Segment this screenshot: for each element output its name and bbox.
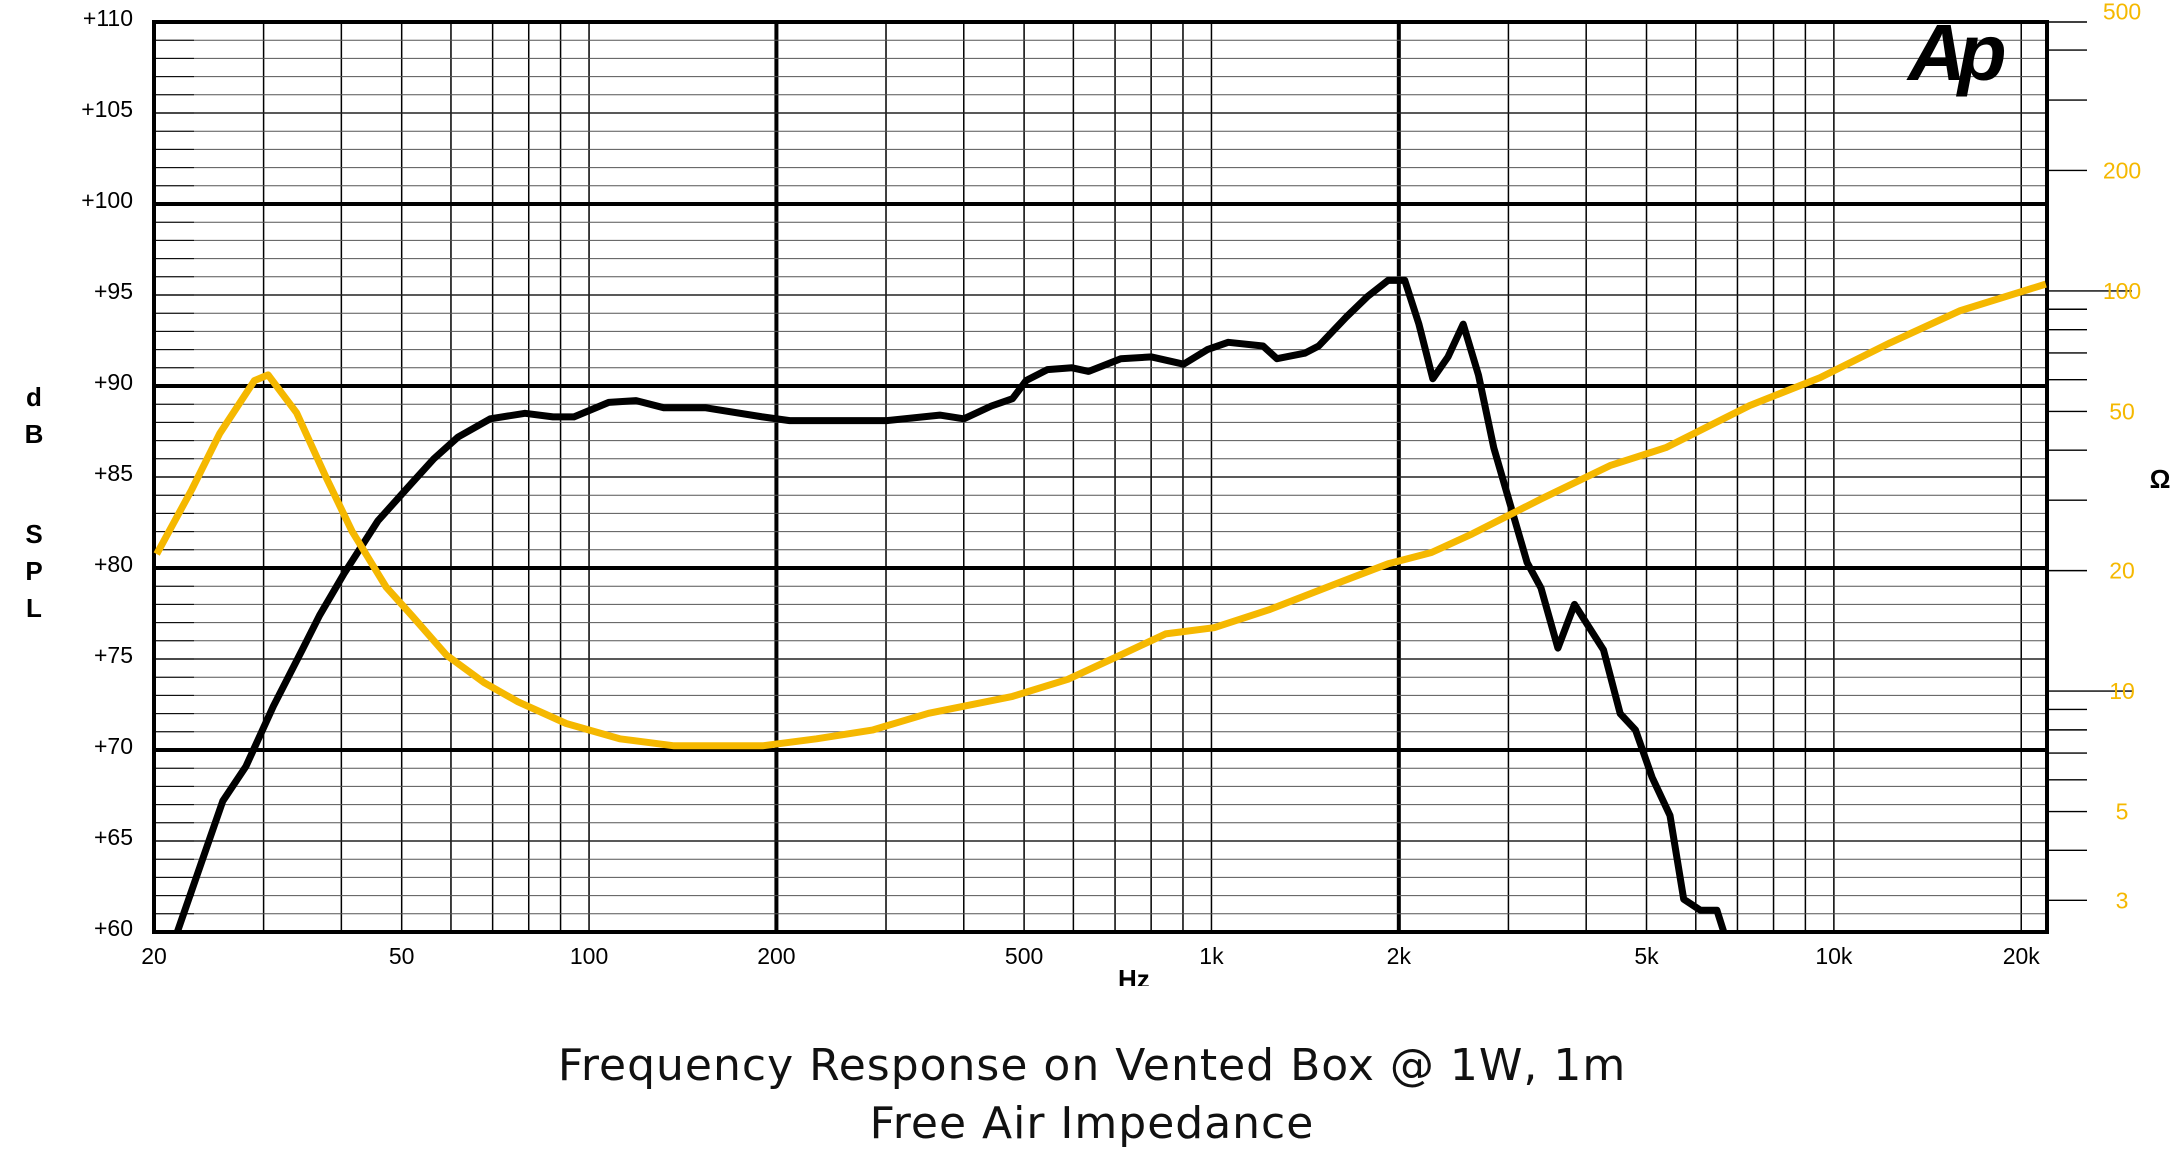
y-tick-label: +70	[94, 733, 133, 759]
x-axis-label-container: Hz	[1118, 964, 1178, 986]
x-tick-label: 50	[389, 943, 415, 969]
y-tick-label: +80	[94, 551, 133, 577]
y2-tick-label: 200	[2103, 157, 2141, 183]
y2-tick-label: 100	[2103, 278, 2141, 304]
x-tick-label: 200	[757, 943, 795, 969]
y2-tick-label: 500	[2103, 0, 2141, 24]
y2-tick-label: 10	[2109, 678, 2135, 704]
x-axis-label: Hz	[1118, 964, 1150, 986]
spl-curve	[173, 276, 1728, 934]
y2-tick-label: 20	[2109, 558, 2135, 584]
y-tick-label: +105	[81, 96, 133, 122]
y-axis-label: dB SPL	[19, 382, 49, 630]
y-tick-label: +85	[94, 460, 133, 486]
y2-tick-label: 50	[2109, 398, 2135, 424]
x-tick-label: 5k	[1634, 943, 1659, 969]
x-tick-label: 10k	[1815, 943, 1853, 969]
x-tick-label: 2k	[1387, 943, 1412, 969]
y-tick-label: +65	[94, 824, 133, 850]
chart-subtitle: Free Air Impedance	[869, 1098, 1315, 1149]
chart-title: Frequency Response on Vented Box @ 1W, 1…	[557, 1040, 1627, 1091]
x-tick-label: 1k	[1199, 943, 1224, 969]
y2-axis-label: Ω	[2150, 464, 2171, 494]
y2-tick-label: 3	[2116, 887, 2129, 913]
impedance-curve	[153, 280, 2047, 750]
y-tick-label: +75	[94, 642, 133, 668]
curves	[153, 276, 2047, 934]
grid	[153, 20, 2047, 934]
x-tick-label: 100	[570, 943, 608, 969]
svg-text:Ap: Ap	[1906, 8, 2005, 97]
y-tick-label: +100	[81, 187, 133, 213]
plot-frame	[152, 20, 2049, 934]
axes	[152, 20, 2132, 934]
y-tick-label: +60	[94, 915, 133, 941]
y-tick-label: +110	[83, 5, 133, 31]
ap-logo: Ap	[1906, 8, 2013, 97]
y2-tick-label: 5	[2116, 799, 2129, 825]
x-tick-label: 500	[1005, 943, 1043, 969]
tick-labels: 20 50 100 200 500 1k 2k 5k 10k 20k +110 +105 +100 +95…	[81, 0, 2170, 969]
x-tick-label: 20	[141, 943, 167, 969]
y-tick-label: +90	[94, 369, 133, 395]
y-tick-label: +95	[94, 278, 133, 304]
x-tick-label: 20k	[2003, 943, 2041, 969]
